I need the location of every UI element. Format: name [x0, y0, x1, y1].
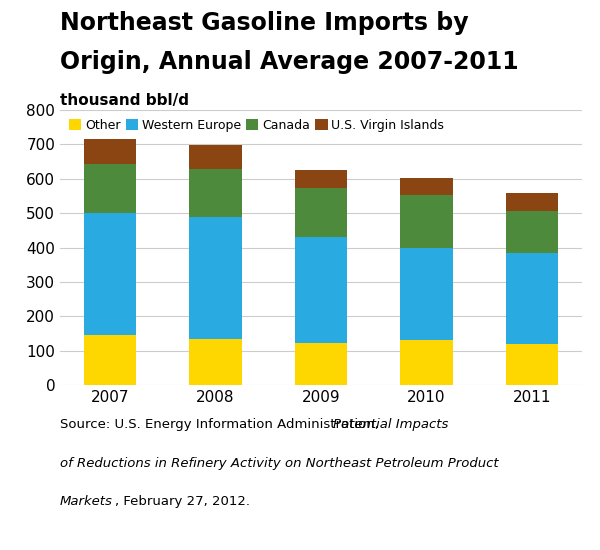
- Bar: [189, 217, 242, 339]
- Bar: [295, 188, 347, 237]
- Bar: [295, 237, 347, 343]
- Text: Northeast Gasoline Imports by: Northeast Gasoline Imports by: [60, 11, 469, 35]
- Bar: [189, 169, 242, 217]
- Legend: Other, Western Europe, Canada, U.S. Virgin Islands: Other, Western Europe, Canada, U.S. Virg…: [66, 116, 446, 134]
- Bar: [506, 254, 558, 344]
- Bar: [84, 164, 136, 213]
- Bar: [189, 145, 242, 169]
- Bar: [295, 343, 347, 385]
- Text: Source: U.S. Energy Information Administration,: Source: U.S. Energy Information Administ…: [60, 418, 383, 431]
- Bar: [84, 139, 136, 164]
- Bar: [506, 344, 558, 385]
- Text: Potential Impacts: Potential Impacts: [333, 418, 448, 431]
- Bar: [506, 211, 558, 254]
- Text: , February 27, 2012.: , February 27, 2012.: [115, 495, 250, 508]
- Bar: [400, 248, 453, 340]
- Text: thousand bbl/d: thousand bbl/d: [60, 94, 189, 108]
- Text: of Reductions in Refinery Activity on Northeast Petroleum Product: of Reductions in Refinery Activity on No…: [60, 456, 499, 470]
- Bar: [400, 178, 453, 195]
- Bar: [189, 339, 242, 385]
- Text: Markets: Markets: [60, 495, 113, 508]
- Bar: [84, 335, 136, 385]
- Text: Origin, Annual Average 2007-2011: Origin, Annual Average 2007-2011: [60, 50, 518, 74]
- Bar: [400, 340, 453, 385]
- Bar: [295, 170, 347, 188]
- Bar: [84, 213, 136, 335]
- Bar: [400, 195, 453, 248]
- Bar: [506, 193, 558, 211]
